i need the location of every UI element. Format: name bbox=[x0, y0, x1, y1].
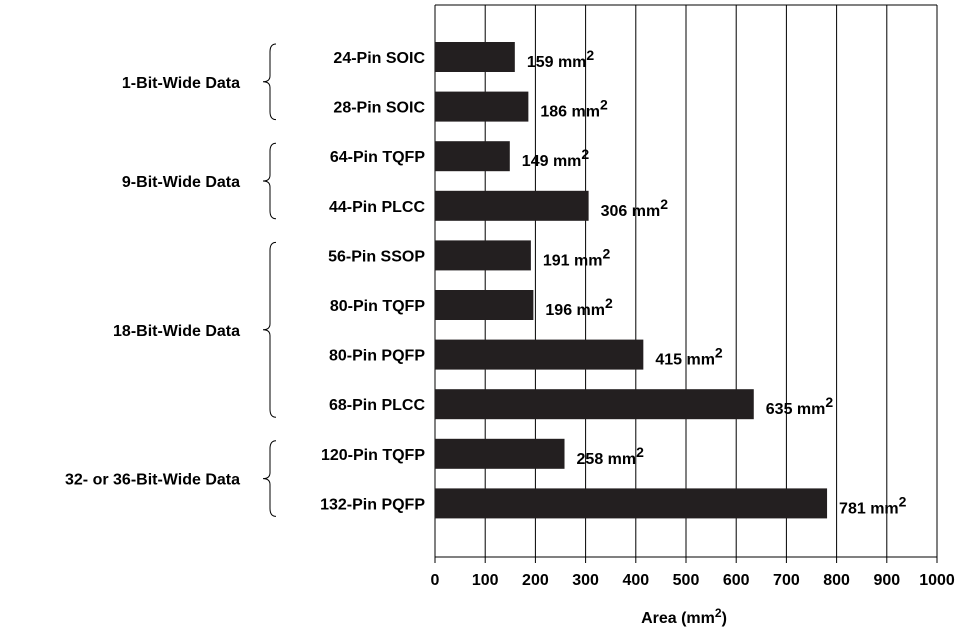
bar-layer bbox=[435, 42, 828, 519]
x-axis-title-base: Area (mm bbox=[641, 610, 715, 627]
data-label: 781 mm2 bbox=[839, 493, 907, 517]
group-label: 18-Bit-Wide Data bbox=[113, 323, 240, 340]
category-label: 44-Pin PLCC bbox=[329, 199, 425, 216]
data-label-superscript: 2 bbox=[715, 345, 723, 361]
x-tick-label: 400 bbox=[622, 572, 649, 589]
bar bbox=[435, 240, 531, 271]
data-label: 306 mm2 bbox=[601, 196, 669, 220]
x-tick-label: 700 bbox=[773, 572, 800, 589]
category-label: 80-Pin PQFP bbox=[329, 348, 425, 365]
group-label: 1-Bit-Wide Data bbox=[122, 75, 240, 92]
data-label-value: 306 mm bbox=[601, 203, 661, 220]
category-label: 132-Pin PQFP bbox=[320, 496, 425, 513]
bar bbox=[435, 190, 589, 221]
bar bbox=[435, 42, 515, 72]
x-tick-label: 300 bbox=[572, 572, 599, 589]
x-tick-label: 200 bbox=[522, 572, 549, 589]
data-label: 159 mm2 bbox=[527, 47, 595, 71]
x-tick-label: 0 bbox=[431, 572, 440, 589]
bar bbox=[435, 339, 644, 370]
data-label-superscript: 2 bbox=[636, 444, 644, 460]
x-tick-label: 1000 bbox=[919, 572, 955, 589]
group-brace bbox=[262, 440, 277, 517]
x-tick-label: 800 bbox=[823, 572, 850, 589]
bar bbox=[435, 389, 754, 420]
group-brace bbox=[262, 241, 277, 418]
x-axis-title: Area (mm2) bbox=[641, 606, 727, 627]
data-label: 186 mm2 bbox=[540, 97, 608, 121]
data-label: 635 mm2 bbox=[766, 394, 834, 418]
data-label-value: 159 mm bbox=[527, 54, 587, 71]
category-label: 64-Pin TQFP bbox=[330, 149, 425, 166]
data-label-superscript: 2 bbox=[602, 245, 610, 261]
data-label: 258 mm2 bbox=[577, 444, 645, 468]
category-label: 24-Pin SOIC bbox=[333, 50, 425, 67]
category-label: 120-Pin TQFP bbox=[321, 447, 425, 464]
category-label: 80-Pin TQFP bbox=[330, 298, 425, 315]
x-axis-title-superscript: 2 bbox=[715, 606, 722, 620]
data-label-value: 635 mm bbox=[766, 401, 826, 418]
data-label-value: 258 mm bbox=[577, 451, 637, 468]
data-label-value: 191 mm bbox=[543, 252, 603, 269]
grid-layer bbox=[434, 5, 938, 557]
data-label-value: 781 mm bbox=[839, 500, 899, 517]
data-label-superscript: 2 bbox=[586, 47, 594, 63]
data-label: 196 mm2 bbox=[545, 295, 613, 319]
data-label: 149 mm2 bbox=[522, 146, 590, 170]
x-tick-label: 100 bbox=[472, 572, 499, 589]
data-label-superscript: 2 bbox=[825, 394, 833, 410]
x-tick-label: 500 bbox=[673, 572, 700, 589]
data-label-value: 149 mm bbox=[522, 153, 582, 170]
bar bbox=[435, 290, 534, 320]
group-brace bbox=[262, 43, 277, 121]
data-label-value: 196 mm bbox=[545, 302, 605, 319]
axis-layer: 0 100 200 300 400 500 600 700 800 900 1000 bbox=[431, 4, 955, 589]
data-label-superscript: 2 bbox=[605, 295, 613, 311]
bar bbox=[435, 488, 828, 519]
x-axis-title-end: ) bbox=[722, 610, 727, 627]
x-tick-label: 600 bbox=[723, 572, 750, 589]
bar bbox=[435, 91, 529, 122]
group-brace bbox=[262, 142, 277, 220]
data-label-superscript: 2 bbox=[581, 146, 589, 162]
bar bbox=[435, 141, 510, 172]
bar bbox=[435, 438, 565, 469]
x-tick-label: 900 bbox=[873, 572, 900, 589]
group-label: 32- or 36-Bit-Wide Data bbox=[65, 472, 240, 489]
group-label: 9-Bit-Wide Data bbox=[122, 174, 240, 191]
category-label: 68-Pin PLCC bbox=[329, 397, 425, 414]
data-label: 191 mm2 bbox=[543, 245, 611, 269]
data-label-superscript: 2 bbox=[600, 97, 608, 113]
data-label-superscript: 2 bbox=[660, 196, 668, 212]
category-label: 56-Pin SSOP bbox=[328, 248, 425, 265]
category-label: 28-Pin SOIC bbox=[333, 100, 425, 117]
data-label-value: 186 mm bbox=[540, 104, 600, 121]
data-label-value: 415 mm bbox=[655, 352, 715, 369]
data-label: 415 mm2 bbox=[655, 345, 723, 369]
data-label-superscript: 2 bbox=[899, 493, 907, 509]
